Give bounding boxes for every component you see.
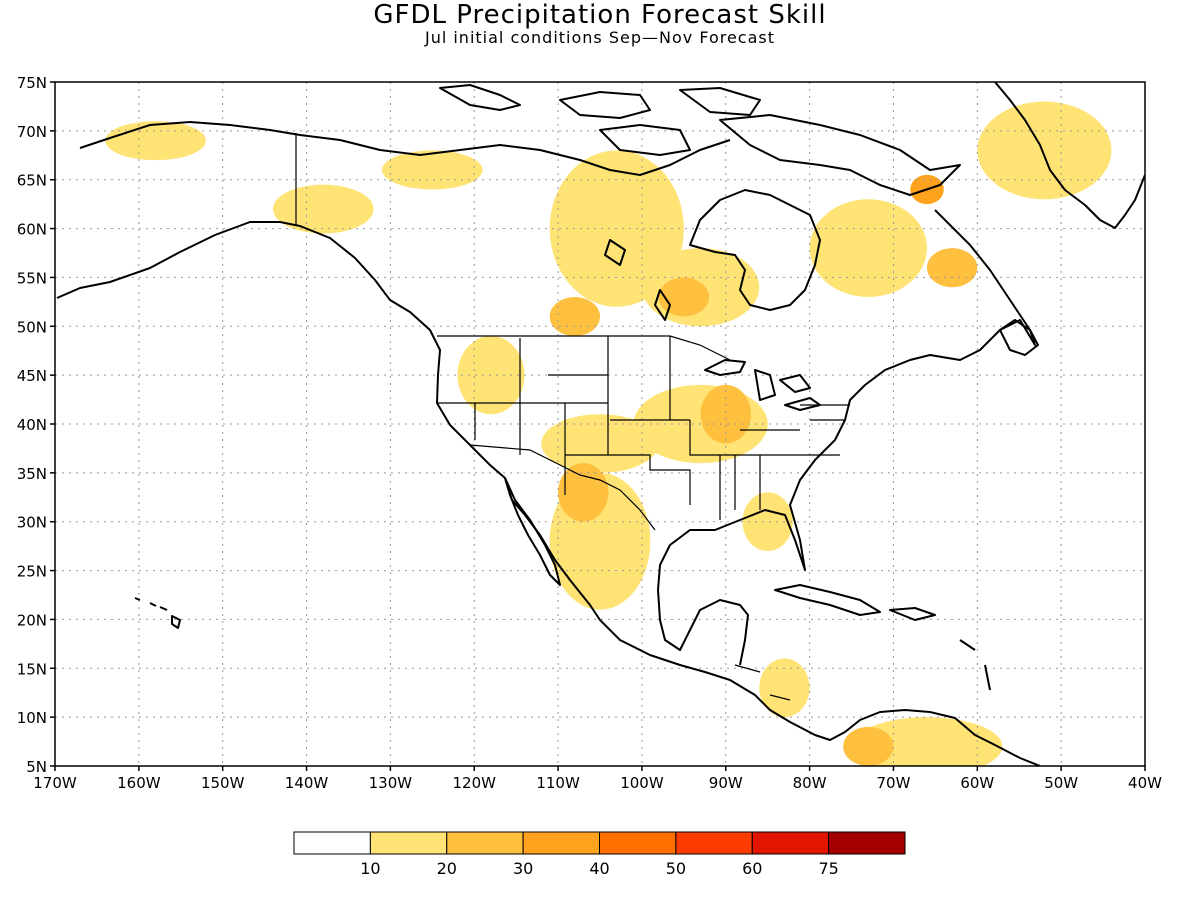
lon-tick-label: 130W [369, 774, 413, 792]
colorbar: 10 20 30 40 50 60 75 [293, 831, 906, 878]
baja-coastline [504, 477, 561, 586]
lon-tick-label: 140W [285, 774, 329, 792]
colorbar-label: 20 [437, 859, 457, 878]
colorbar-swatch-3 [522, 831, 600, 855]
lat-tick-label: 5N [26, 758, 47, 776]
colorbar-label: 30 [513, 859, 533, 878]
lat-tick-label: 40N [17, 416, 47, 434]
lon-tick-label: 40W [1128, 774, 1162, 792]
lat-tick-label: 55N [17, 269, 47, 287]
colorbar-label: 50 [666, 859, 686, 878]
arctic-coastline [79, 121, 731, 176]
lat-tick-label: 15N [17, 660, 47, 678]
lat-tick-label: 75N [17, 74, 47, 92]
caribbean-islands [774, 584, 991, 691]
lon-tick-label: 150W [201, 774, 245, 792]
skill-region-5 [809, 199, 927, 297]
us-canada-border [437, 335, 731, 361]
lat-tick-label: 30N [17, 514, 47, 532]
lat-tick-label: 65N [17, 172, 47, 190]
skill-region-2 [382, 150, 483, 190]
newfoundland-coastline [999, 319, 1039, 356]
colorbar-swatch-2 [446, 831, 524, 855]
lat-tick-label: 70N [17, 123, 47, 141]
map-title: GFDL Precipitation Forecast Skill [373, 0, 827, 30]
skill-region-19 [927, 248, 978, 288]
lon-tick-label: 90W [709, 774, 743, 792]
skill-region-9 [541, 414, 659, 473]
hawaii-islands [134, 597, 181, 629]
colorbar-swatch-4 [599, 831, 677, 855]
colorbar-swatch-6 [751, 831, 830, 855]
arctic-islands [439, 84, 961, 196]
colorbar-label: 75 [818, 859, 838, 878]
axis-ticks: 170W 160W 150W 140W 130W 120W 110W 100W 90W 80W 70… [17, 74, 1162, 792]
lon-tick-label: 60W [960, 774, 994, 792]
colorbar-swatch-1 [369, 831, 448, 855]
skill-region-17 [700, 384, 751, 444]
central-america-borders [734, 664, 791, 701]
lat-tick-label: 45N [17, 367, 47, 385]
lon-tick-label: 80W [793, 774, 827, 792]
colorbar-label: 10 [360, 859, 380, 878]
colorbar-label: 60 [742, 859, 762, 878]
skill-region-13 [759, 658, 810, 718]
coastlines [56, 82, 1145, 766]
skill-region-14 [658, 277, 709, 317]
us-mexico-border [469, 444, 656, 531]
lat-tick-label: 60N [17, 221, 47, 239]
lon-tick-label: 120W [452, 774, 496, 792]
lon-tick-label: 160W [117, 774, 161, 792]
lon-tick-label: 50W [1044, 774, 1078, 792]
graticule [55, 82, 1145, 766]
lat-tick-label: 25N [17, 563, 47, 581]
colorbar-label: 40 [589, 859, 609, 878]
skill-region-16 [558, 463, 609, 522]
lat-tick-label: 20N [17, 611, 47, 629]
colorbar-swatch-7 [828, 831, 906, 855]
us-state-lines [437, 336, 850, 520]
map-subtitle: Jul initial conditions Sep—Nov Forecast [424, 28, 776, 47]
lat-tick-label: 50N [17, 318, 47, 336]
lon-tick-label: 70W [877, 774, 911, 792]
skill-region-15 [549, 296, 600, 337]
skill-region-0 [105, 121, 206, 161]
lon-tick-label: 100W [620, 774, 664, 792]
colorbar-swatch-0 [293, 831, 371, 855]
lon-tick-label: 110W [536, 774, 580, 792]
lat-tick-label: 10N [17, 709, 47, 727]
lat-tick-label: 35N [17, 465, 47, 483]
colorbar-swatch-5 [675, 831, 753, 855]
skill-region-18 [843, 726, 894, 766]
skill-region-11 [742, 492, 793, 552]
skill-region-1 [273, 184, 374, 234]
political-borders [295, 133, 850, 701]
lon-tick-label: 170W [33, 774, 77, 792]
greenland-coastline [994, 82, 1145, 229]
skill-region-6 [977, 101, 1112, 200]
hudson-bay-coastline [689, 189, 821, 311]
